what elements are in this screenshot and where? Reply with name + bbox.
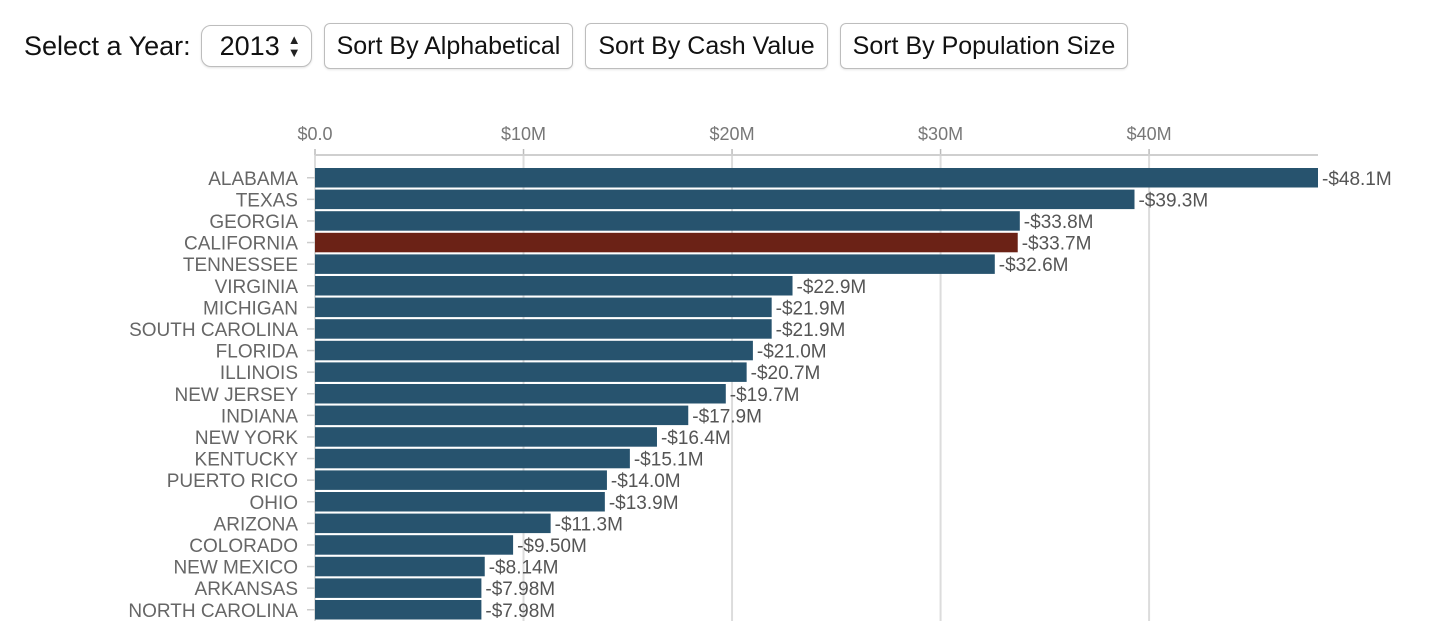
bar <box>315 405 689 426</box>
x-tick-label: $40M <box>1127 124 1172 144</box>
category-label: TEXAS <box>236 190 298 211</box>
category-label: COLORADO <box>189 536 298 557</box>
category-label: NEW YORK <box>195 428 298 449</box>
sort-population-button[interactable]: Sort By Population Size <box>839 23 1129 69</box>
bar <box>315 427 657 447</box>
bar <box>315 600 482 620</box>
category-label: ALABAMA <box>208 169 298 190</box>
category-label: GEORGIA <box>209 212 298 233</box>
x-tick-label: $0.0 <box>297 124 332 144</box>
bar <box>315 211 1020 231</box>
category-label: ARKANSAS <box>195 579 298 600</box>
spinner-arrows-icon: ▲ ▼ <box>287 32 301 60</box>
bar <box>315 578 482 598</box>
category-label: KENTUCKY <box>195 450 299 471</box>
year-label: Select a Year: <box>24 30 191 61</box>
value-label: -$33.8M <box>1024 212 1094 233</box>
value-label: -$21.9M <box>776 298 846 319</box>
bar <box>315 556 485 577</box>
value-label: -$7.98M <box>485 579 555 600</box>
category-label: PUERTO RICO <box>167 471 298 492</box>
category-label: MICHIGAN <box>203 298 298 319</box>
value-label: -$33.7M <box>1022 234 1092 255</box>
category-label: VIRGINIA <box>215 277 299 298</box>
value-label: -$39.3M <box>1138 190 1208 211</box>
bar <box>315 513 551 534</box>
x-tick-label: $10M <box>501 124 546 144</box>
category-label: INDIANA <box>221 406 298 427</box>
bar <box>315 276 793 296</box>
value-label: -$15.1M <box>634 450 704 471</box>
year-select-value: 2013 <box>219 30 280 61</box>
bar <box>315 254 995 274</box>
value-label: -$11.3M <box>555 514 623 535</box>
sort-alphabetical-button[interactable]: Sort By Alphabetical <box>323 23 574 69</box>
value-label: -$20.7M <box>751 363 821 384</box>
bar <box>315 535 514 555</box>
value-label: -$7.98M <box>485 601 555 621</box>
category-label: SOUTH CAROLINA <box>129 320 298 341</box>
x-tick-label: $20M <box>710 124 755 144</box>
category-label: FLORIDA <box>216 342 299 363</box>
value-label: -$16.4M <box>661 428 731 449</box>
value-label: -$48.1M <box>1322 169 1392 190</box>
x-tick-label: $30M <box>918 124 963 144</box>
bar <box>315 189 1135 210</box>
value-label: -$17.9M <box>692 406 762 427</box>
bar <box>315 448 630 469</box>
category-label: NEW MEXICO <box>173 558 298 579</box>
bar <box>315 340 753 361</box>
bar <box>315 168 1318 188</box>
bar <box>315 362 747 382</box>
value-label: -$8.14M <box>489 558 559 579</box>
value-label: -$21.9M <box>776 320 846 341</box>
value-label: -$9.50M <box>517 536 587 557</box>
value-label: -$19.7M <box>730 385 800 406</box>
bar <box>315 297 772 318</box>
category-label: NORTH CAROLINA <box>128 601 298 621</box>
value-label: -$14.0M <box>611 471 681 492</box>
bar <box>315 319 772 339</box>
bar <box>315 492 605 512</box>
value-label: -$32.6M <box>999 255 1069 276</box>
bar <box>315 470 607 490</box>
bar <box>315 384 726 404</box>
category-label: ARIZONA <box>214 514 299 535</box>
value-label: -$21.0M <box>757 342 827 363</box>
value-label: -$22.9M <box>797 277 867 298</box>
value-label: -$13.9M <box>609 493 679 514</box>
bar <box>315 232 1018 253</box>
controls-bar: Select a Year: 2013 ▲ ▼ Sort By Alphabeti… <box>24 22 1140 70</box>
category-label: NEW JERSEY <box>174 385 298 406</box>
year-select[interactable]: 2013 ▲ ▼ <box>200 25 312 67</box>
sort-cash-value-button[interactable]: Sort By Cash Value <box>585 23 828 69</box>
category-label: ILLINOIS <box>220 363 298 384</box>
category-label: CALIFORNIA <box>184 234 298 255</box>
category-label: TENNESSEE <box>183 255 298 276</box>
category-label: OHIO <box>249 493 298 514</box>
